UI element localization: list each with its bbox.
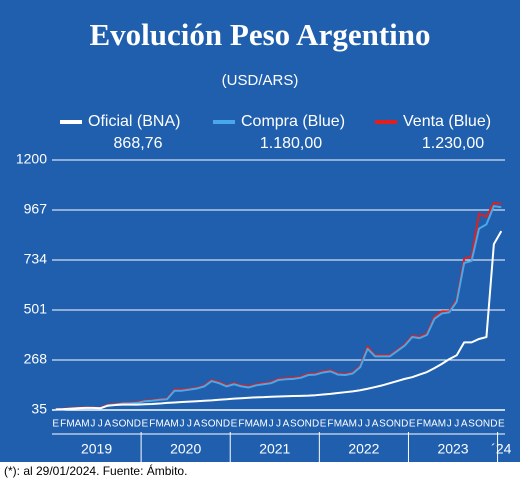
legend-label: Oficial (BNA) bbox=[88, 113, 180, 130]
x-tick-label: N bbox=[215, 419, 222, 430]
x-tick-label: M bbox=[259, 419, 267, 430]
y-tick-label: 501 bbox=[24, 301, 48, 317]
x-tick-label: E bbox=[231, 419, 238, 430]
x-tick-label: N bbox=[126, 419, 133, 430]
legend-label: Compra (Blue) bbox=[241, 113, 345, 130]
x-tick-label: N bbox=[394, 419, 401, 430]
x-tick-label: A bbox=[372, 419, 379, 430]
x-tick-label: O bbox=[208, 419, 216, 430]
y-tick-label: 967 bbox=[24, 201, 48, 217]
y-tick-label: 35 bbox=[31, 401, 47, 417]
legend-value: 868,76 bbox=[114, 135, 163, 152]
year-label: 2023 bbox=[437, 441, 468, 457]
x-tick-label: S bbox=[468, 419, 475, 430]
x-tick-label: J bbox=[358, 419, 363, 430]
x-tick-label: F bbox=[417, 419, 423, 430]
year-label: 2022 bbox=[348, 441, 379, 457]
x-tick-label: E bbox=[409, 419, 416, 430]
x-tick-label: A bbox=[164, 419, 171, 430]
x-tick-label: J bbox=[269, 419, 274, 430]
y-tick-label: 1200 bbox=[16, 151, 47, 167]
x-tick-label: M bbox=[81, 419, 89, 430]
x-tick-label: O bbox=[119, 419, 127, 430]
x-tick-label: S bbox=[112, 419, 119, 430]
x-tick-label: D bbox=[223, 419, 230, 430]
x-tick-label: D bbox=[134, 419, 141, 430]
x-tick-label: A bbox=[283, 419, 290, 430]
x-tick-label: M bbox=[349, 419, 357, 430]
x-tick-label: O bbox=[386, 419, 394, 430]
x-tick-label: J bbox=[90, 419, 95, 430]
x-tick-label: A bbox=[75, 419, 82, 430]
x-tick-label: M bbox=[438, 419, 446, 430]
legend-value: 1.180,00 bbox=[260, 135, 322, 152]
x-tick-label: J bbox=[187, 419, 192, 430]
x-tick-label: E bbox=[320, 419, 327, 430]
background bbox=[0, 0, 520, 462]
x-tick-label: M bbox=[156, 419, 164, 430]
x-tick-label: A bbox=[253, 419, 260, 430]
x-tick-label: A bbox=[342, 419, 349, 430]
chart-subtitle: (USD/ARS) bbox=[222, 72, 299, 89]
x-tick-label: F bbox=[60, 419, 66, 430]
x-tick-label: J bbox=[98, 419, 103, 430]
x-tick-label: A bbox=[461, 419, 468, 430]
year-label: 2021 bbox=[259, 441, 290, 457]
y-tick-label: 268 bbox=[24, 351, 48, 367]
x-tick-label: A bbox=[193, 419, 200, 430]
x-tick-label: M bbox=[334, 419, 342, 430]
x-tick-label: A bbox=[104, 419, 111, 430]
x-tick-label: J bbox=[447, 419, 452, 430]
series-line bbox=[55, 205, 502, 411]
x-tick-label: E bbox=[498, 419, 505, 430]
x-tick-label: S bbox=[379, 419, 386, 430]
x-tick-label: D bbox=[312, 419, 319, 430]
x-tick-label: S bbox=[290, 419, 297, 430]
x-tick-label: O bbox=[297, 419, 305, 430]
x-tick-label: N bbox=[305, 419, 312, 430]
year-label: ´24 bbox=[491, 441, 511, 457]
x-tick-label: J bbox=[276, 419, 281, 430]
chart-title: Evolución Peso Argentino bbox=[89, 17, 430, 52]
x-tick-label: M bbox=[170, 419, 178, 430]
x-tick-label: J bbox=[179, 419, 184, 430]
x-tick-label: M bbox=[66, 419, 74, 430]
x-tick-label: N bbox=[483, 419, 490, 430]
legend-label: Venta (Blue) bbox=[403, 113, 491, 130]
x-tick-label: M bbox=[245, 419, 253, 430]
x-tick-label: S bbox=[201, 419, 208, 430]
y-tick-label: 734 bbox=[24, 251, 48, 267]
x-tick-label: D bbox=[401, 419, 408, 430]
x-tick-label: F bbox=[149, 419, 155, 430]
x-tick-label: A bbox=[431, 419, 438, 430]
year-label: 2019 bbox=[81, 441, 112, 457]
footnote: (*): al 29/01/2024. Fuente: Ámbito. bbox=[4, 463, 187, 478]
year-label: 2020 bbox=[170, 441, 201, 457]
x-tick-label: E bbox=[141, 419, 148, 430]
x-tick-label: O bbox=[475, 419, 483, 430]
legend-value: 1.230,00 bbox=[422, 135, 484, 152]
x-tick-label: D bbox=[490, 419, 497, 430]
x-tick-label: M bbox=[423, 419, 431, 430]
x-tick-label: F bbox=[238, 419, 244, 430]
x-tick-label: E bbox=[52, 419, 59, 430]
x-tick-label: F bbox=[327, 419, 333, 430]
series-line bbox=[55, 230, 503, 411]
x-tick-label: J bbox=[365, 419, 370, 430]
x-tick-label: J bbox=[454, 419, 459, 430]
